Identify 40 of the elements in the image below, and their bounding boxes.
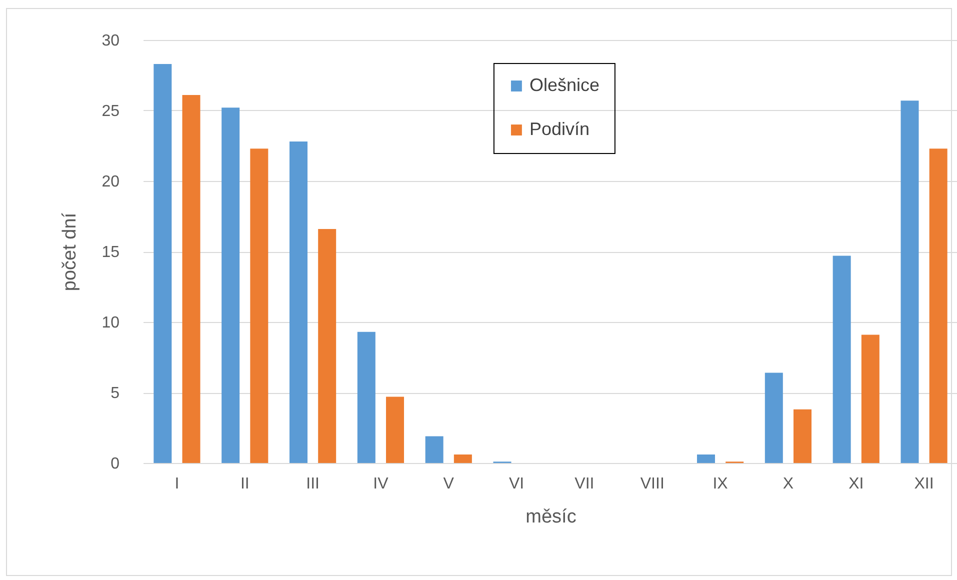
bar [386, 396, 404, 463]
y-tick-label: 30 [102, 32, 120, 50]
bar [222, 108, 240, 463]
x-tick-label: VII [574, 476, 594, 492]
y-tick-label: 15 [102, 244, 120, 261]
legend-label: Olešnice [529, 75, 600, 95]
y-tick-label: 0 [110, 456, 120, 472]
x-tick-label: V [443, 476, 454, 492]
bar [794, 409, 812, 463]
bar [182, 94, 200, 463]
bar [289, 142, 308, 463]
x-tick-label: IV [373, 476, 389, 492]
x-tick-label: III [306, 476, 320, 492]
bar [318, 228, 336, 463]
x-tick-label: XII [914, 476, 934, 492]
x-tick-label: I [174, 476, 180, 492]
y-axis-title: počet dní [60, 212, 81, 292]
x-tick-label: II [240, 476, 250, 492]
x-tick-label: VI [508, 476, 524, 492]
bar [861, 334, 880, 463]
bar [900, 100, 919, 463]
bar [929, 148, 948, 463]
legend-label: Podivín [529, 119, 590, 139]
y-tick-label: 25 [102, 103, 120, 120]
bar [832, 256, 851, 463]
x-tick-label: VIII [640, 476, 664, 492]
y-tick-label: 5 [110, 385, 120, 402]
y-tick-label: 10 [102, 314, 120, 332]
bar [357, 332, 376, 463]
bar [696, 454, 715, 463]
x-axis-title: měsíc [526, 506, 576, 528]
bar [250, 148, 268, 463]
bar [425, 436, 444, 463]
x-tick-label: XI [848, 476, 864, 492]
bar [154, 64, 172, 463]
y-tick-label: 20 [102, 174, 120, 190]
bar [454, 454, 472, 463]
x-tick-label: IX [712, 476, 728, 492]
bar [764, 372, 783, 463]
x-tick-label: X [782, 476, 794, 492]
